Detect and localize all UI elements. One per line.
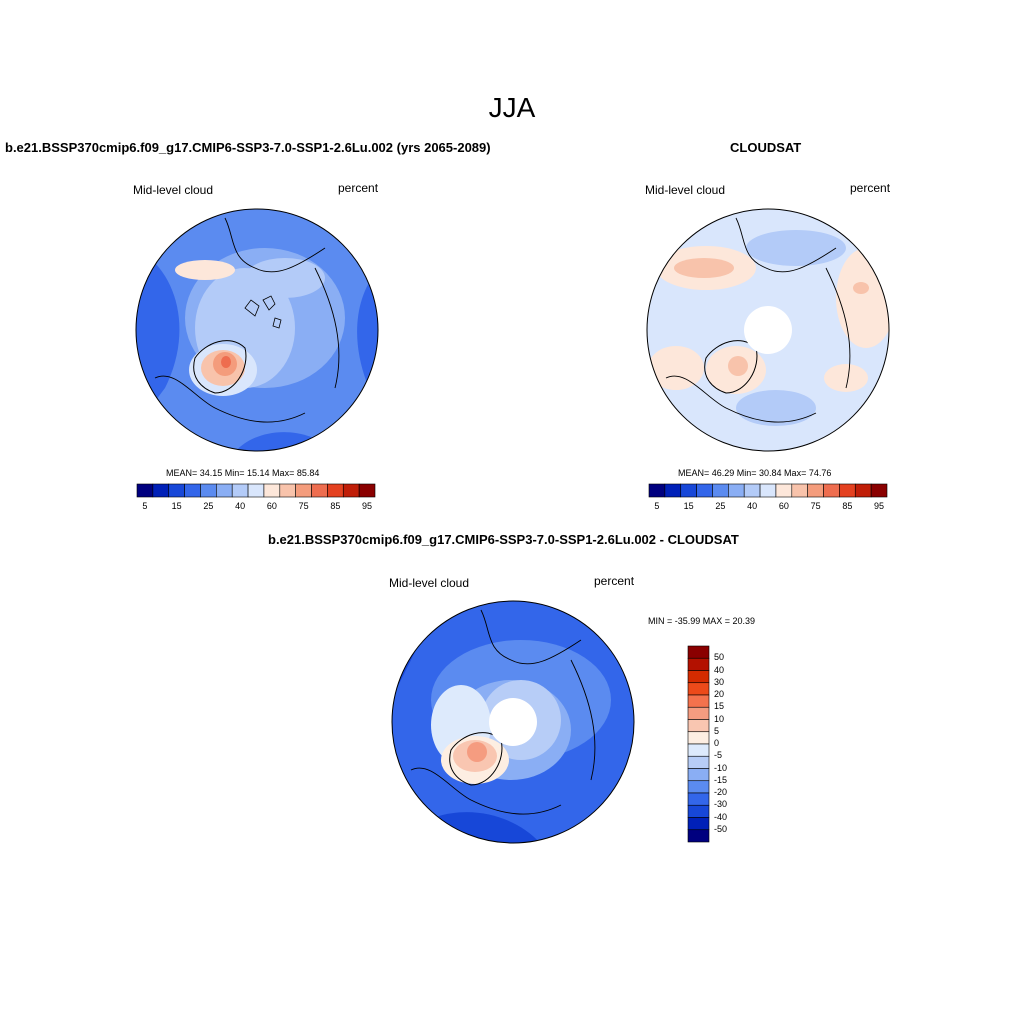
colorbar-swatch [687,670,710,684]
diff-colorbar [687,645,710,843]
colorbar-swatch [687,694,710,708]
obs-panel-title: CLOUDSAT [730,140,802,155]
obs-stats: MEAN= 46.29 Min= 30.84 Max= 74.76 [678,468,832,478]
colorbar-swatch [712,483,729,498]
colorbar-tick-label: -50 [714,823,728,834]
colorbar-swatch [687,829,710,843]
colorbar-tick-label: -30 [714,799,728,810]
obs-units-label: percent [850,181,891,195]
model-colorbar [136,483,376,498]
colorbar-tick-label: 10 [714,713,725,724]
colorbar-swatch [839,483,856,498]
colorbar-swatch [743,483,761,498]
colorbar-swatch [687,719,710,733]
colorbar-tick-label: -10 [714,762,728,773]
colorbar-swatch [311,483,328,498]
colorbar-tick-label: 20 [714,689,725,699]
model-units-label: percent [338,181,379,195]
colorbar-swatch [687,768,710,782]
colorbar-swatch [358,483,376,498]
colorbar-swatch [687,743,710,757]
colorbar-swatch [696,483,713,498]
colorbar-tick-label: 75 [298,501,309,511]
colorbar-tick-label: 25 [715,501,726,511]
diff-polar-map [391,600,635,844]
colorbar-swatch [775,483,793,498]
colorbar-tick-label: 5 [142,501,148,511]
colorbar-tick-label: 60 [266,501,277,511]
colorbar-swatch [168,483,185,498]
colorbar-swatch [687,682,710,696]
colorbar-swatch [200,483,217,498]
colorbar-tick-label: 85 [842,501,853,511]
colorbar-swatch [152,483,170,498]
colorbar-swatch [687,755,710,769]
colorbar-tick-label: 15 [171,501,182,511]
colorbar-swatch [791,483,808,498]
colorbar-swatch [807,483,824,498]
colorbar-tick-label: -15 [714,774,728,785]
colorbar-swatch [279,483,296,498]
colorbar-swatch [687,645,710,659]
obs-polar-map [646,208,890,452]
colorbar-tick-label: 15 [683,501,694,511]
colorbar-tick-label: -40 [714,811,728,822]
colorbar-swatch [648,483,666,498]
colorbar-swatch [136,483,154,498]
obs-colorbar [648,483,888,498]
model-variable-label: Mid-level cloud [133,183,214,197]
colorbar-swatch [184,483,201,498]
colorbar-swatch [687,792,710,806]
season-title: JJA [488,92,536,123]
colorbar-swatch [680,483,697,498]
colorbar-swatch [854,483,872,498]
colorbar-tick-label: 40 [235,501,246,511]
colorbar-swatch [687,731,710,745]
colorbar-tick-label: 25 [203,501,214,511]
diff-variable-label: Mid-level cloud [389,576,470,590]
colorbar-tick-label: 75 [810,501,821,511]
colorbar-swatch [263,483,281,498]
colorbar-tick-label: 15 [714,701,725,712]
colorbar-tick-label: -5 [714,750,723,761]
colorbar-swatch [687,657,710,671]
colorbar-tick-label: 50 [714,652,725,663]
colorbar-tick-label: 60 [778,501,789,511]
colorbar-tick-label: 30 [714,676,725,687]
colorbar-swatch [664,483,682,498]
colorbar-tick-label: 95 [874,501,885,511]
colorbar-swatch [342,483,360,498]
model-stats: MEAN= 34.15 Min= 15.14 Max= 85.84 [166,468,320,478]
colorbar-tick-label: 85 [330,501,341,511]
colorbar-tick-label: -20 [714,787,728,797]
diff-units-label: percent [594,574,635,588]
colorbar-swatch [870,483,888,498]
colorbar-swatch [728,483,745,498]
colorbar-tick-label: 0 [714,738,720,748]
colorbar-tick-label: 95 [362,501,373,511]
colorbar-swatch [687,780,710,794]
model-panel-title: b.e21.BSSP370cmip6.f09_g17.CMIP6-SSP3-7.… [5,140,491,155]
colorbar-tick-label: 40 [714,664,725,675]
colorbar-swatch [231,483,249,498]
model-polar-map [135,208,379,452]
obs-variable-label: Mid-level cloud [645,183,726,197]
colorbar-swatch [295,483,312,498]
colorbar-swatch [216,483,233,498]
colorbar-swatch [687,804,710,818]
diff-panel-title: b.e21.BSSP370cmip6.f09_g17.CMIP6-SSP3-7.… [268,532,739,547]
colorbar-swatch [247,483,265,498]
colorbar-swatch [687,706,710,720]
colorbar-tick-label: 5 [654,501,660,511]
diff-stats: MIN = -35.99 MAX = 20.39 [648,616,756,626]
colorbar-swatch [759,483,777,498]
colorbar-tick-label: 5 [714,725,720,736]
colorbar-swatch [687,817,710,831]
colorbar-swatch [823,483,840,498]
colorbar-tick-label: 40 [747,501,758,511]
colorbar-swatch [327,483,344,498]
